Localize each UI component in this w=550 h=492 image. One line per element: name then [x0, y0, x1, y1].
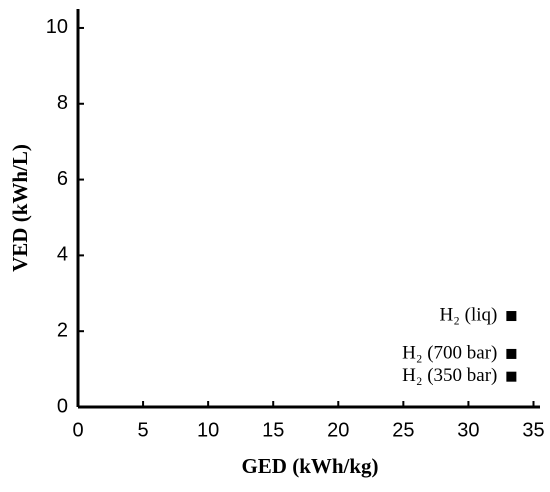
- y-tick-label: 4: [57, 244, 68, 266]
- y-tick-label: 8: [57, 92, 68, 114]
- point-label: H₂ (liq): [440, 304, 498, 325]
- point: [506, 371, 517, 382]
- point-label: H₂ (350 bar): [402, 365, 497, 386]
- x-tick-label: 35: [522, 419, 544, 441]
- x-axis-title: GED (kWh/kg): [241, 454, 378, 478]
- y-tick-label: 2: [57, 319, 68, 341]
- x-tick-label: 15: [262, 419, 284, 441]
- y-tick-label: 6: [57, 168, 68, 190]
- x-tick-label: 0: [72, 419, 83, 441]
- point: [506, 311, 517, 322]
- point-label: H₂ (700 bar): [402, 342, 497, 363]
- x-tick-label: 10: [197, 419, 219, 441]
- x-tick-label: 25: [392, 419, 414, 441]
- point: [506, 348, 517, 359]
- x-tick-label: 5: [138, 419, 149, 441]
- y-tick-label: 0: [57, 395, 68, 417]
- x-tick-label: 20: [327, 419, 349, 441]
- x-tick-label: 30: [457, 419, 479, 441]
- y-tick-label: 10: [46, 16, 68, 38]
- y-axis-title: VED (kWh/L): [8, 144, 32, 272]
